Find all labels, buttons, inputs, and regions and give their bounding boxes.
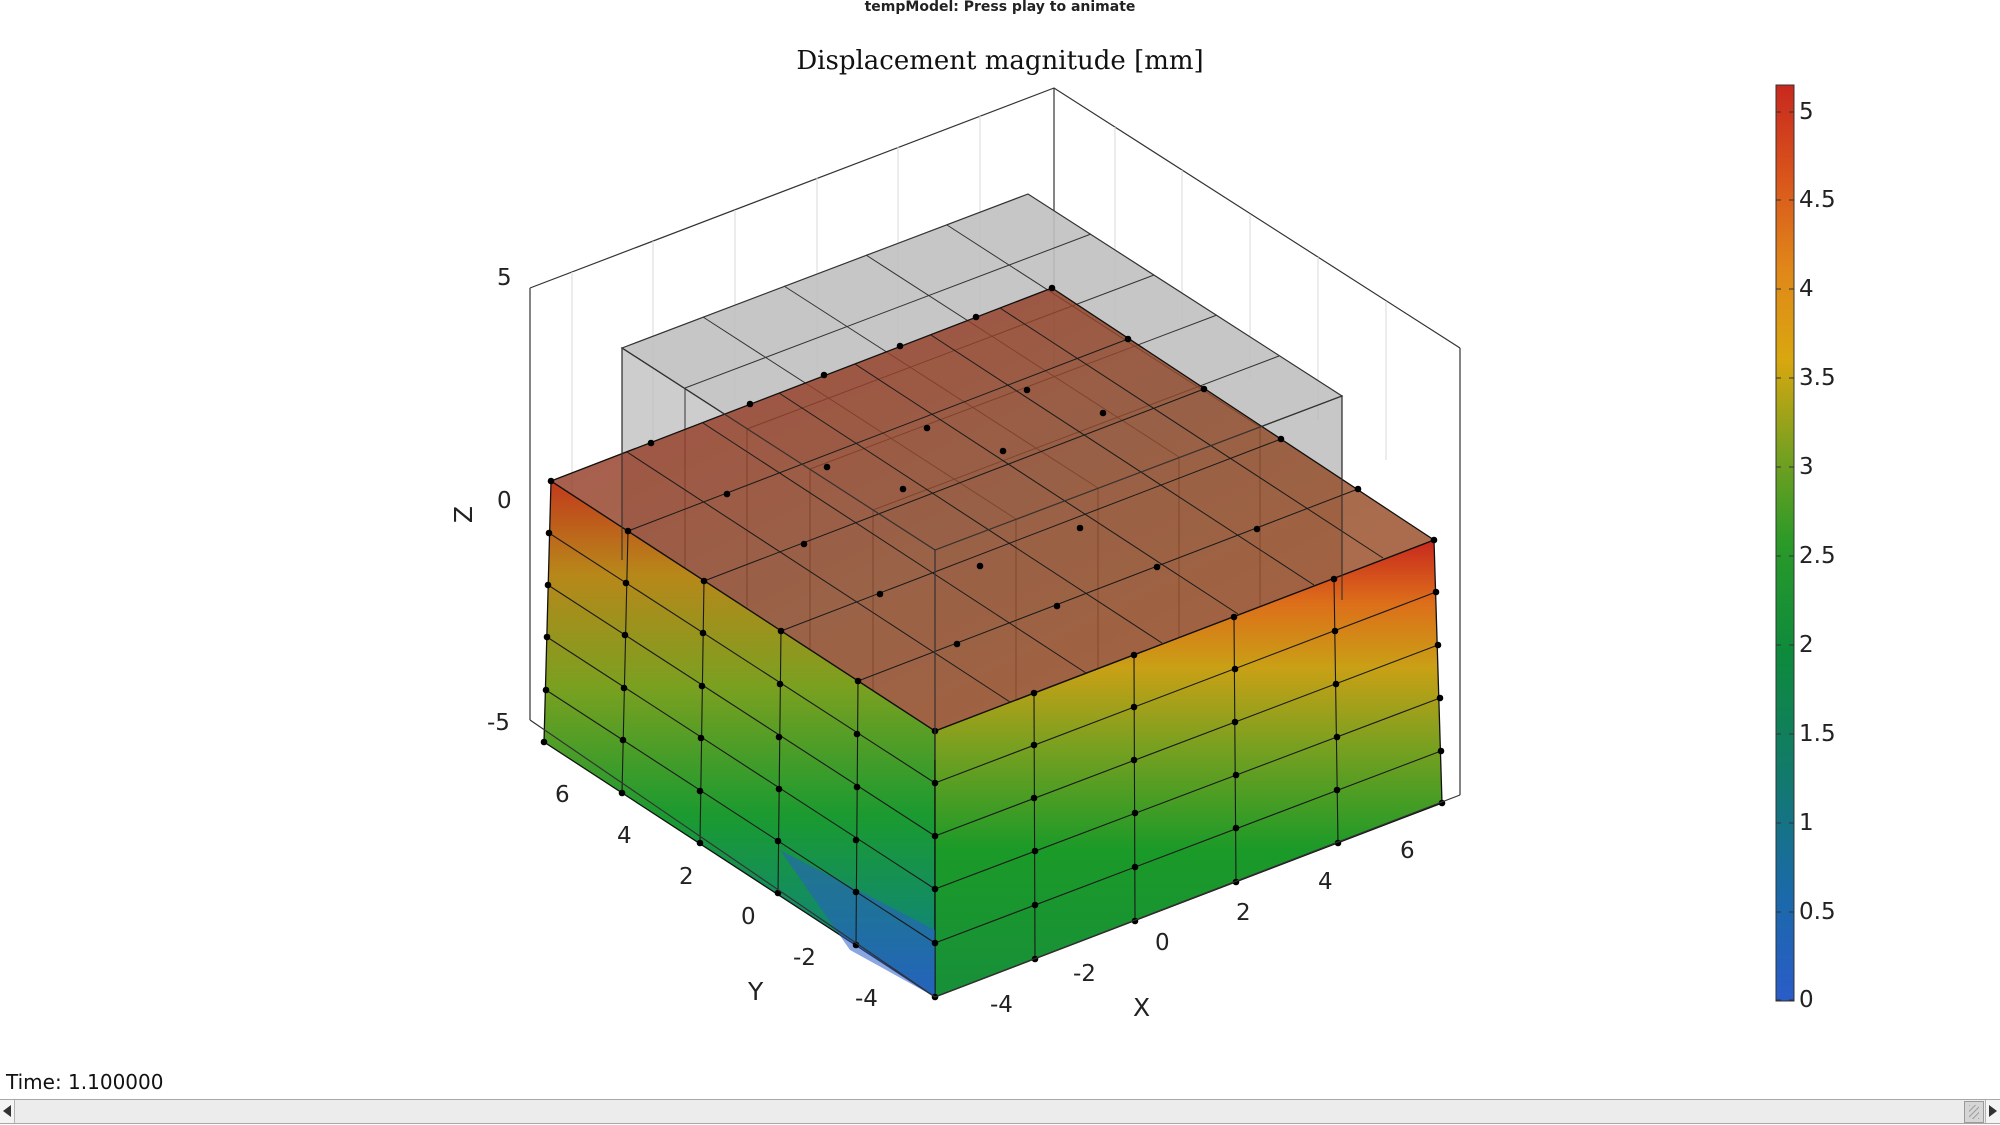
y-tick: -4 — [855, 986, 878, 1012]
z-axis-label: Z — [449, 505, 479, 524]
triangle-left-icon — [3, 1105, 11, 1117]
x-tick: -4 — [990, 992, 1013, 1018]
deformed-corner-shade — [780, 850, 935, 997]
grip-icon — [1969, 1105, 1979, 1119]
x-tick: 6 — [1400, 838, 1415, 864]
y-tick: -2 — [793, 945, 816, 971]
x-tick: 0 — [1155, 930, 1170, 956]
deformed-mesh — [540, 284, 1446, 1001]
y-tick: 2 — [679, 864, 694, 890]
x-tick: -2 — [1073, 961, 1096, 987]
colorbar-tick: 4.5 — [1799, 187, 1836, 213]
y-axis-label: Y — [748, 977, 764, 1006]
z-tick: 0 — [497, 488, 512, 514]
y-tick: 0 — [741, 904, 756, 930]
colorbar-tick: 4 — [1799, 276, 1814, 302]
z-tick: 5 — [497, 265, 512, 291]
colorbar-tick: 0.5 — [1799, 899, 1836, 925]
deformed-right-grid — [934, 578, 1442, 960]
colorbar-tick: 2 — [1799, 632, 1814, 658]
deformed-left-grid — [545, 530, 936, 946]
colorbar-tick: 1 — [1799, 810, 1814, 836]
x-tick: 4 — [1318, 869, 1333, 895]
axes-front — [529, 719, 1461, 998]
x-tick: 2 — [1236, 900, 1251, 926]
colorbar-tick: 5 — [1799, 99, 1814, 125]
colorbar-tick: 1.5 — [1799, 721, 1836, 747]
colorbar-tick: 3.5 — [1799, 365, 1836, 391]
plot-title: Displacement magnitude [mm] — [796, 46, 1204, 76]
colorbar-tick: 2.5 — [1799, 543, 1836, 569]
slider-right-arrow-button[interactable] — [1985, 1100, 2000, 1123]
colorbar-tick: 0 — [1799, 987, 1814, 1013]
deformed-top-grid — [626, 307, 1384, 703]
triangle-right-icon — [1989, 1105, 1997, 1117]
y-tick: 4 — [617, 823, 632, 849]
colorbar-ticks — [1776, 111, 1794, 1001]
slider-left-arrow-button[interactable] — [0, 1100, 15, 1123]
time-label: Time: 1.100000 — [6, 1070, 164, 1094]
animation-slider[interactable] — [0, 1099, 2000, 1124]
y-tick: 6 — [555, 782, 570, 808]
z-tick: -5 — [487, 710, 510, 736]
x-axis-label: X — [1133, 993, 1151, 1022]
window-title: tempModel: Press play to animate — [864, 0, 1136, 15]
colorbar-tick: 3 — [1799, 454, 1814, 480]
colorbar — [1775, 84, 1795, 1002]
slider-thumb[interactable] — [1964, 1101, 1984, 1123]
